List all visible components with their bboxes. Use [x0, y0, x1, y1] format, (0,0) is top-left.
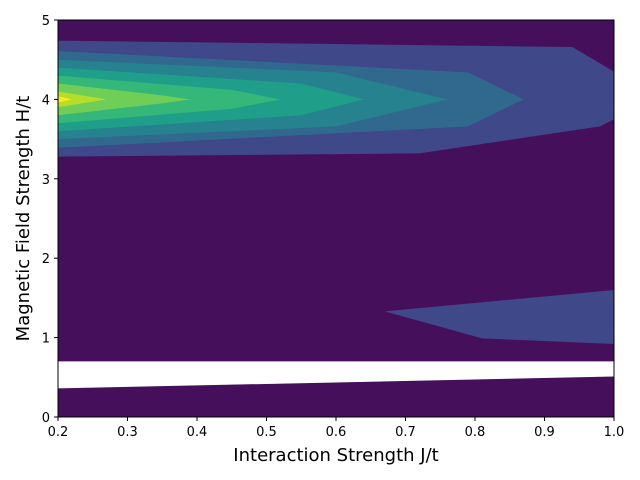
contour-band-upper-level-8 — [58, 96, 72, 103]
plot-area — [58, 20, 614, 417]
contour-band-upper-level-7 — [58, 91, 107, 108]
x-tick-label: 0.6 — [326, 425, 347, 440]
y-axis-label: Magnetic Field Strength H/t — [13, 96, 34, 342]
x-tick-label: 0.2 — [48, 425, 69, 440]
contour-band-upper-level-6 — [58, 83, 190, 116]
y-tick-label: 3 — [42, 173, 50, 188]
x-tick-label: 0.9 — [534, 425, 555, 440]
y-tick-label: 2 — [42, 252, 50, 267]
x-tick-label: 1.0 — [604, 425, 625, 440]
y-tick-label: 1 — [42, 332, 50, 347]
x-axis-label: Interaction Strength J/t — [233, 445, 438, 466]
x-tick-label: 0.7 — [395, 425, 416, 440]
x-tick-label: 0.5 — [256, 425, 277, 440]
x-tick-label: 0.3 — [117, 425, 138, 440]
x-tick-label: 0.4 — [187, 425, 208, 440]
y-tick-label: 4 — [42, 93, 50, 108]
contour-gap-region — [58, 361, 614, 389]
contour-band-lower-level-1 — [384, 290, 614, 344]
y-tick-label: 5 — [42, 14, 50, 29]
x-tick-label: 0.8 — [465, 425, 486, 440]
y-tick-label: 0 — [42, 411, 50, 426]
axes: 0.2 0.3 0.4 0.5 0.6 0.7 0.8 0.9 1.0 0 1 2 3 4 5 — [42, 14, 625, 440]
